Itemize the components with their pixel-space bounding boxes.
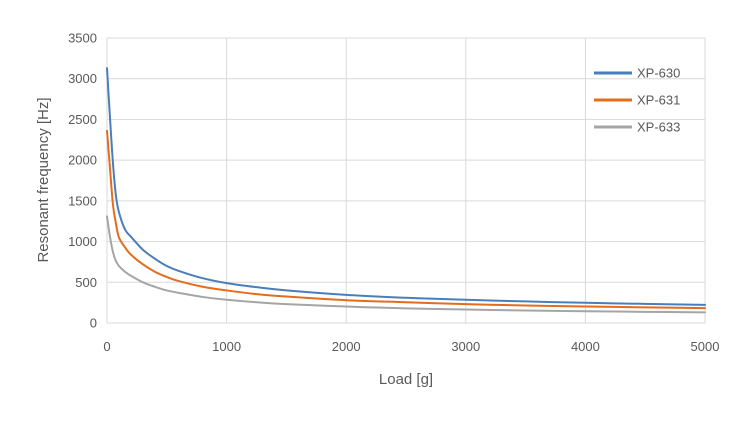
x-tick-label: 2000 bbox=[332, 339, 361, 354]
legend-label: XP-630 bbox=[637, 66, 680, 81]
x-axis-title: Load [g] bbox=[379, 371, 433, 388]
tick-labels: 0 500 1000 1500 2000 2500 3000 3500 0 1000 2000 300… bbox=[68, 31, 719, 355]
gridlines bbox=[106, 37, 706, 324]
y-tick-label: 1500 bbox=[68, 193, 97, 208]
x-tick-label: 5000 bbox=[691, 339, 720, 354]
x-tick-label: 0 bbox=[103, 339, 110, 354]
y-tick-label: 3000 bbox=[68, 71, 97, 86]
series-line-xp-631 bbox=[106, 129, 706, 310]
legend-label: XP-633 bbox=[637, 120, 680, 135]
y-tick-label: 1000 bbox=[68, 234, 97, 249]
y-axis-title: Resonant frequency [Hz] bbox=[35, 97, 52, 262]
legend-label: XP-631 bbox=[637, 93, 680, 108]
x-tick-label: 1000 bbox=[212, 339, 241, 354]
y-tick-label: 500 bbox=[75, 275, 97, 290]
y-tick-label: 3500 bbox=[68, 31, 97, 46]
y-tick-label: 2500 bbox=[68, 112, 97, 127]
series-lines bbox=[106, 67, 706, 314]
series-line-xp-630 bbox=[106, 67, 706, 306]
series-line-xp-633 bbox=[106, 215, 706, 314]
y-tick-label: 2000 bbox=[68, 153, 97, 168]
y-tick-label: 0 bbox=[90, 316, 97, 331]
x-tick-label: 3000 bbox=[451, 339, 480, 354]
legend: XP-630 XP-631 XP-633 bbox=[594, 66, 680, 135]
x-tick-label: 4000 bbox=[571, 339, 600, 354]
